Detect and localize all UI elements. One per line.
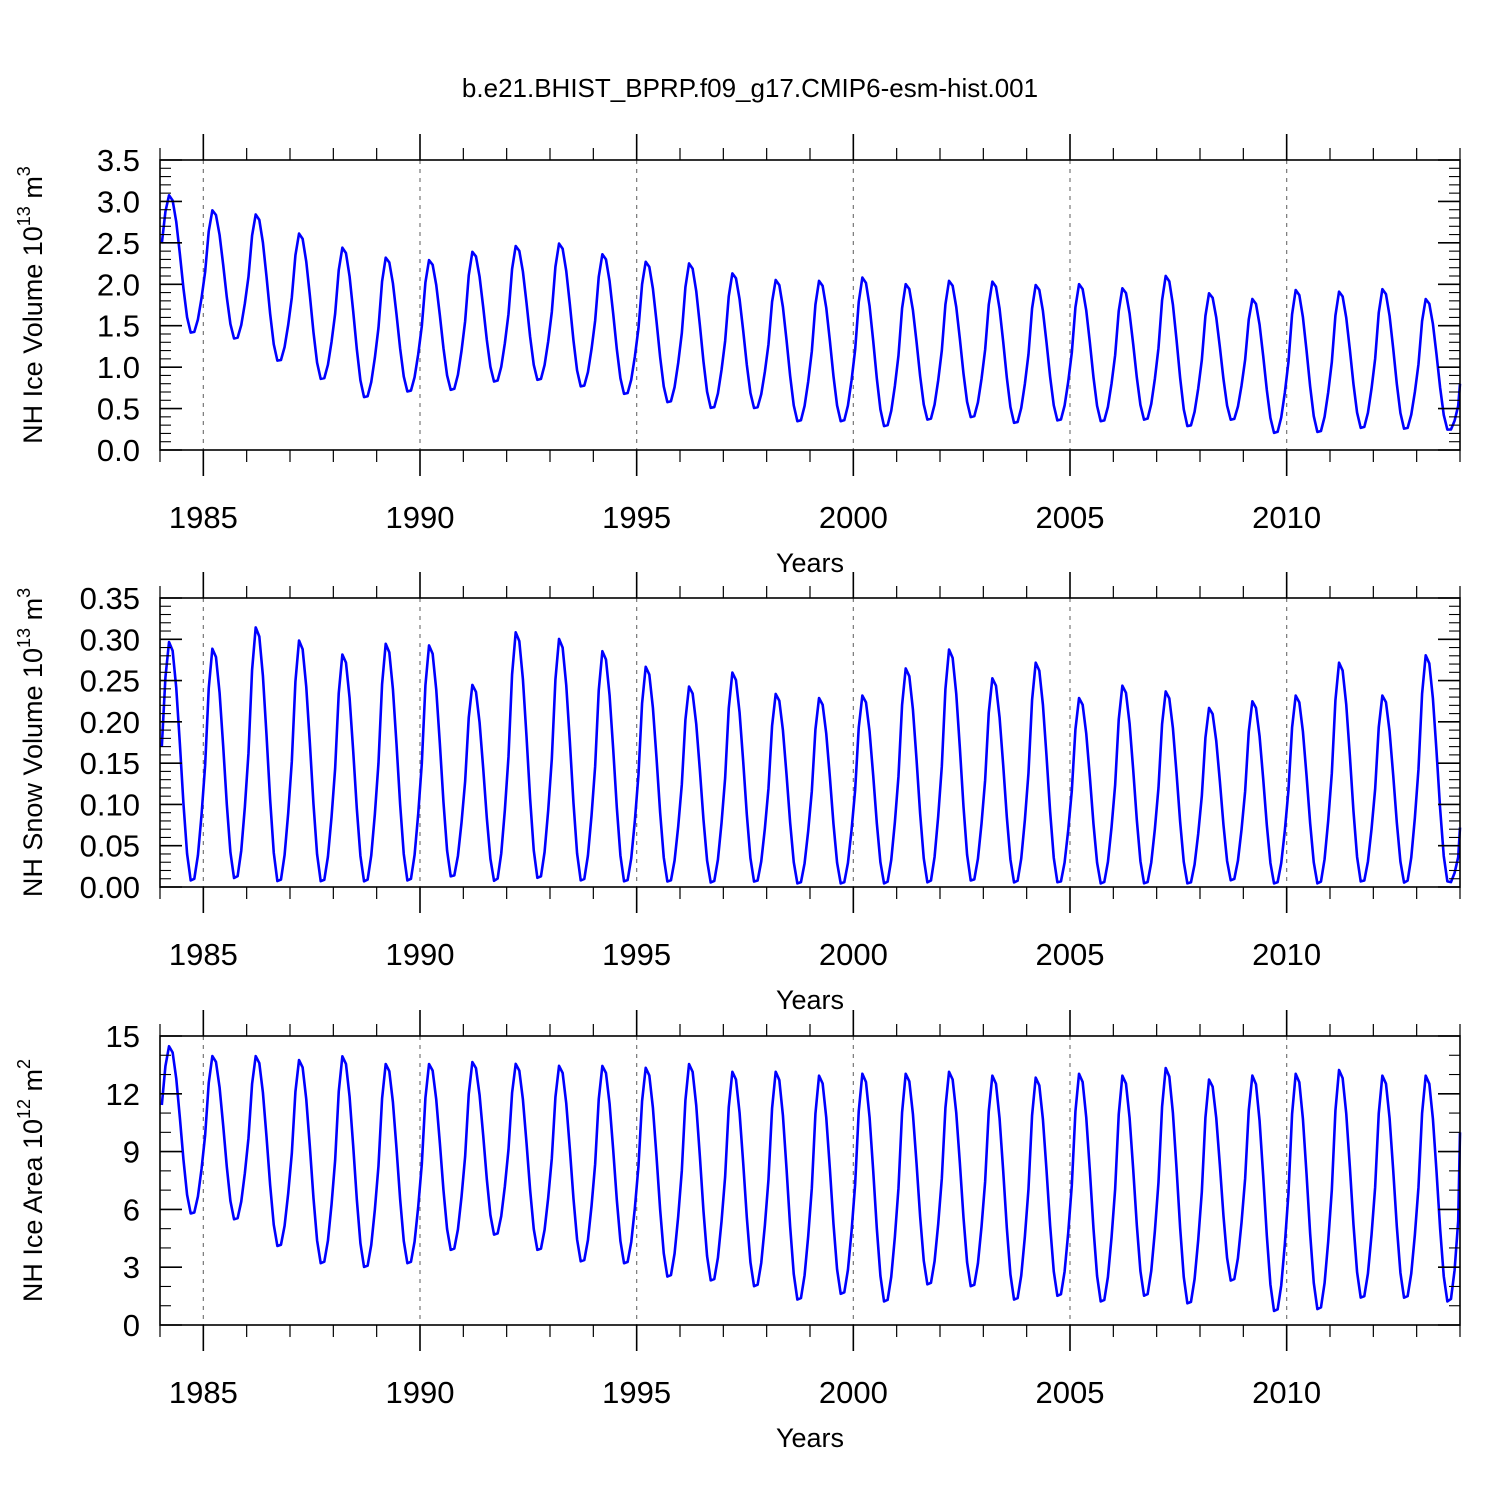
y-tick-label-0.15: 0.15 (80, 746, 140, 781)
y-tick-label-0.00: 0.00 (80, 870, 140, 905)
y-axis-title-unit-exponent: 3 (14, 166, 34, 176)
y-tick-label-1.5: 1.5 (97, 309, 140, 344)
y-tick-label-9: 9 (123, 1135, 140, 1170)
x-tick-label-2005: 2005 (1036, 1375, 1105, 1410)
y-axis-title-text: NH Snow Volume 10 (18, 648, 48, 897)
y-axis-title-unit: m (18, 598, 48, 628)
y-axis-title-unit-exponent: 3 (14, 588, 34, 598)
plot-frame (159, 159, 1461, 451)
x-tick-label-2010: 2010 (1252, 500, 1321, 535)
y-tick-label-2.5: 2.5 (97, 226, 140, 261)
y-axis-title-text: NH Ice Area 10 (18, 1119, 48, 1302)
x-axis-title: Years (776, 1423, 844, 1453)
y-tick-label-2.0: 2.0 (97, 267, 140, 302)
x-tick-label-2010: 2010 (1252, 1375, 1321, 1410)
y-tick-label-0.10: 0.10 (80, 787, 140, 822)
series-line (160, 626, 1462, 885)
x-tick-label-2000: 2000 (819, 500, 888, 535)
y-axis-title-text: NH Ice Volume 10 (18, 226, 48, 444)
y-tick-label-3.5: 3.5 (97, 143, 140, 178)
y-axis-title: NH Snow Volume 1013 m3 (14, 588, 48, 897)
y-tick-label-3: 3 (123, 1250, 140, 1285)
y-tick-label-0.20: 0.20 (80, 705, 140, 740)
series-line (160, 194, 1462, 435)
y-tick-label-0.30: 0.30 (80, 622, 140, 657)
x-tick-label-1995: 1995 (602, 500, 671, 535)
x-tick-label-2010: 2010 (1252, 937, 1321, 972)
x-tick-label-2005: 2005 (1036, 500, 1105, 535)
y-tick-label-0.35: 0.35 (80, 581, 140, 616)
x-axis-title: Years (776, 985, 844, 1015)
y-axis-title-unit-exponent: 2 (14, 1059, 34, 1069)
y-axis-title-unit: m (18, 176, 48, 206)
y-tick-label-0.5: 0.5 (97, 392, 140, 427)
x-axis-title: Years (776, 548, 844, 578)
x-tick-label-1995: 1995 (602, 1375, 671, 1410)
y-tick-label-12: 12 (106, 1077, 140, 1112)
x-tick-label-1990: 1990 (386, 500, 455, 535)
x-tick-label-1985: 1985 (169, 937, 238, 972)
x-tick-label-1990: 1990 (386, 937, 455, 972)
y-tick-label-0.05: 0.05 (80, 829, 140, 864)
x-tick-label-1990: 1990 (386, 1375, 455, 1410)
x-tick-label-2000: 2000 (819, 937, 888, 972)
y-tick-label-0: 0 (123, 1308, 140, 1343)
y-axis-title: NH Ice Volume 1013 m3 (14, 166, 48, 444)
y-tick-label-1.0: 1.0 (97, 350, 140, 385)
series-line (160, 1044, 1462, 1313)
y-tick-label-0.25: 0.25 (80, 664, 140, 699)
y-tick-label-15: 15 (106, 1019, 140, 1054)
x-tick-label-1985: 1985 (169, 500, 238, 535)
x-tick-label-1995: 1995 (602, 937, 671, 972)
y-tick-label-6: 6 (123, 1192, 140, 1227)
x-tick-label-2005: 2005 (1036, 937, 1105, 972)
plot-frame (159, 597, 1461, 888)
panel-1: 1985 1990 1995 2000 2005 2010 0.0 0.5 1.0 1.5 2.0 2… (14, 134, 1462, 578)
y-axis-title-exponent: 13 (14, 206, 34, 226)
y-tick-label-3.0: 3.0 (97, 184, 140, 219)
y-axis-title-exponent: 13 (14, 628, 34, 648)
x-tick-label-2000: 2000 (819, 1375, 888, 1410)
panel-3: 1985 1990 1995 2000 2005 2010 0 3 6 9 12 15 Years NH … (14, 1010, 1462, 1453)
y-axis-title-unit: m (18, 1069, 48, 1099)
y-tick-label-0.0: 0.0 (97, 433, 140, 468)
y-axis-title: NH Ice Area 1012 m2 (14, 1059, 48, 1302)
panel-2: 1985 1990 1995 2000 2005 2010 0.00 0.05 0.10 0.15… (14, 572, 1462, 1015)
y-axis-title-exponent: 12 (14, 1099, 34, 1119)
figure-title: b.e21.BHIST_BPRP.f09_g17.CMIP6-esm-hist.… (462, 73, 1038, 103)
x-tick-label-1985: 1985 (169, 1375, 238, 1410)
